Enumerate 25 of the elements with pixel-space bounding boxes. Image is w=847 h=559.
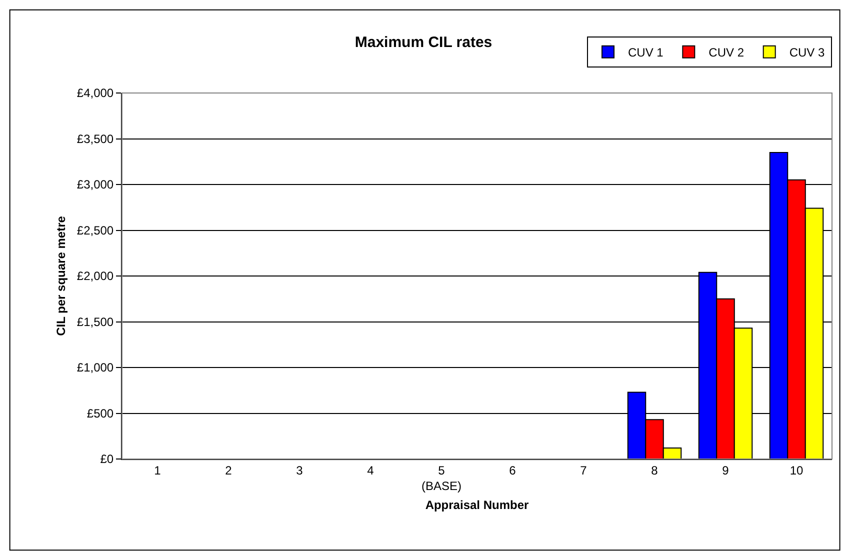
- x-tick-label: 9: [722, 463, 730, 478]
- y-tick-label: £3,500: [76, 132, 114, 146]
- x-tick-label: 6: [509, 463, 516, 478]
- x-tick-label: 2: [225, 463, 232, 478]
- y-tick-label: £2,500: [76, 223, 114, 238]
- x-tick-label: 8: [651, 463, 658, 478]
- x-axis-title: Appraisal Number: [425, 498, 530, 512]
- y-tick-label: £4,000: [76, 86, 114, 100]
- chart-title: Maximum CIL rates: [354, 34, 492, 52]
- y-tick-label: £2,000: [76, 269, 114, 284]
- x-tick-label: 7: [580, 463, 588, 478]
- x-tick-label: 10: [790, 463, 804, 478]
- x-tick-label: 1: [154, 463, 162, 478]
- legend-label: CUV 1: [628, 46, 664, 60]
- y-tick-label: £0: [100, 452, 114, 466]
- y-tick-label: £1,500: [76, 314, 114, 329]
- y-tick-label: £3,000: [76, 178, 114, 192]
- x-tick-label: 5 (BASE): [421, 463, 462, 493]
- legend-label: CUV 3: [789, 46, 826, 60]
- y-tick-label: £1,000: [76, 360, 114, 375]
- legend-label: CUV 2: [708, 46, 744, 60]
- x-tick-label: 4: [367, 463, 374, 478]
- x-tick-label: 3: [296, 463, 304, 478]
- y-axis-title: CIL per square metre: [54, 216, 68, 336]
- y-tick-label: £500: [86, 406, 114, 420]
